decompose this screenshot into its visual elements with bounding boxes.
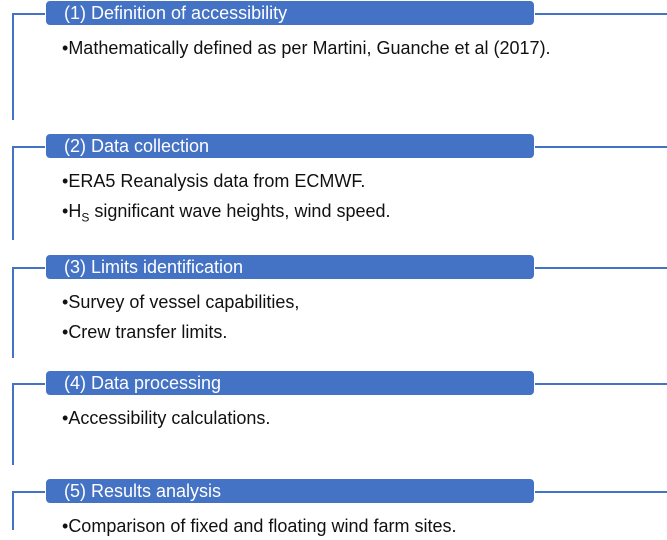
section-left-line <box>12 492 14 530</box>
bullet: • <box>62 38 69 58</box>
section-title: (2) Data collection <box>45 133 535 159</box>
bullet-item: • Accessibility calculations. <box>62 404 562 432</box>
bullet-item: • Comparison of fixed and floating wind f… <box>62 512 562 540</box>
section-title: (5) Results analysis <box>45 478 535 504</box>
bullet: • <box>62 171 69 191</box>
section-title: (3) Limits identification <box>45 254 535 280</box>
bullet: • <box>62 201 69 221</box>
item-text-main: H <box>68 201 82 221</box>
section-left-line <box>12 14 14 120</box>
bullet-item: • Survey of vessel capabilities, <box>62 288 562 316</box>
section-left-line <box>12 147 14 240</box>
bullet-item: • HS significant wave heights, wind speed… <box>62 197 562 232</box>
item-text: Comparison of fixed and floating wind fa… <box>68 516 457 536</box>
item-text: HS significant wave heights, wind speed. <box>68 197 390 232</box>
item-text-rest: significant wave heights, wind speed. <box>89 201 391 221</box>
item-text-subscript: S <box>81 210 90 225</box>
section-title: (4) Data processing <box>45 370 535 396</box>
bullet: • <box>62 292 69 312</box>
bullet: • <box>62 516 69 536</box>
bullet-item: • ERA5 Reanalysis data from ECMWF. <box>62 167 562 195</box>
bullet-item: • Mathematically defined as per Martini, … <box>62 34 562 62</box>
item-text: ERA5 Reanalysis data from ECMWF. <box>68 171 366 191</box>
item-text: Crew transfer limits. <box>68 322 228 342</box>
item-text: Accessibility calculations. <box>68 408 271 428</box>
section-left-line <box>12 384 14 465</box>
bullet-item: • Crew transfer limits. <box>62 318 562 346</box>
item-text: Survey of vessel capabilities, <box>68 292 300 312</box>
bullet: • <box>62 322 69 342</box>
section-left-line <box>12 268 14 358</box>
bullet: • <box>62 408 69 428</box>
section-title: (1) Definition of accessibility <box>45 0 535 26</box>
item-text: Mathematically defined as per Martini, G… <box>68 38 551 58</box>
